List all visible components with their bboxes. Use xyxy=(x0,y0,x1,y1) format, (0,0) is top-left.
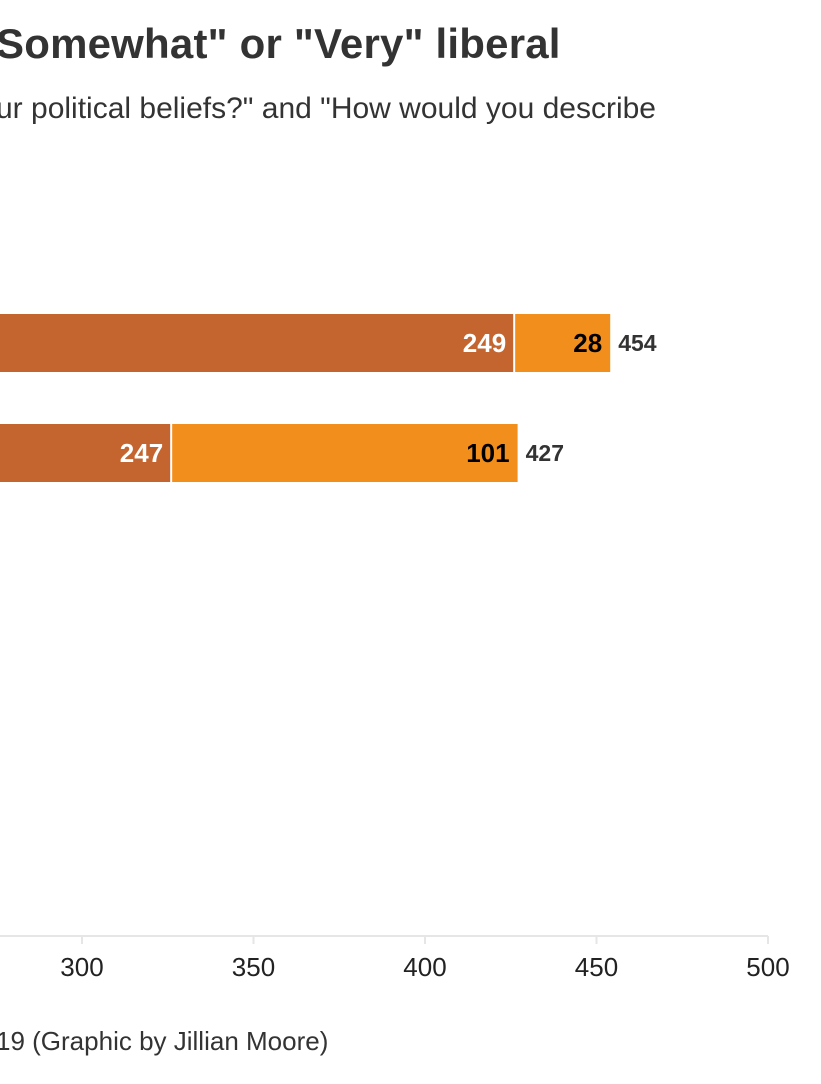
bars-layer: 249 28 454 247 101 427 xyxy=(0,314,657,482)
chart-subtitle: ur political beliefs?" and "How would yo… xyxy=(0,92,656,125)
x-axis: 300 350 400 450 500 xyxy=(0,935,790,982)
segment-value-label: 247 xyxy=(120,438,163,468)
bar-segment-1-1 xyxy=(0,314,515,372)
segment-value-label: 28 xyxy=(573,328,602,358)
row-total-label: 427 xyxy=(526,440,564,466)
bar-chart: 249 28 454 247 101 427 300 350 400 450 500 xyxy=(0,314,790,982)
bar-segment-2-2 xyxy=(171,424,518,482)
x-tick-label: 450 xyxy=(575,952,618,982)
x-tick-label: 500 xyxy=(746,952,789,982)
x-tick-label: 300 xyxy=(60,952,103,982)
source-credit: 19 (Graphic by Jillian Moore) xyxy=(0,1026,329,1056)
x-tick-label: 400 xyxy=(403,952,446,982)
segment-value-label: 249 xyxy=(463,328,506,358)
bar-segment-2-1 xyxy=(0,424,172,482)
bar-segment-1-2 xyxy=(514,314,611,372)
chart-title: Somewhat" or "Very" liberal xyxy=(0,20,561,67)
x-tick-label: 350 xyxy=(232,952,275,982)
segment-value-label: 101 xyxy=(466,438,509,468)
row-total-label: 454 xyxy=(618,330,657,356)
